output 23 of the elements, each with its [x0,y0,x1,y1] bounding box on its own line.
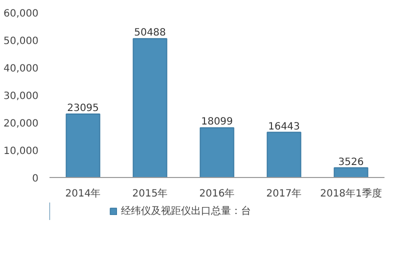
bar [132,38,168,178]
y-tick-label: 10,000 [4,146,39,157]
x-tick-label: 2018年1季度 [320,188,382,200]
data-label: 18099 [201,116,233,128]
bar [266,132,302,178]
bar [66,113,100,178]
bar [200,127,234,178]
bar [334,167,368,178]
x-tick-label: 2015年 [132,188,168,200]
y-tick-label: 0 [32,174,39,184]
data-label: 16443 [268,121,300,132]
y-tick-label: 40,000 [4,64,39,74]
x-tick-label: 2014年 [65,188,101,200]
y-tick-label: 20,000 [4,118,39,130]
legend-label: 经纬仪及视距仪出口总量：台 [120,204,251,218]
data-label: 50488 [134,28,166,39]
x-tick-label: 2016年 [199,188,235,200]
x-tick-label: 2017年 [266,188,302,200]
y-tick-label: 30,000 [4,91,39,102]
y-tick-label: 60,000 [4,8,39,20]
data-label: 23095 [67,102,99,114]
y-tick-label: 50,000 [4,36,39,47]
data-label: 3526 [338,156,364,168]
